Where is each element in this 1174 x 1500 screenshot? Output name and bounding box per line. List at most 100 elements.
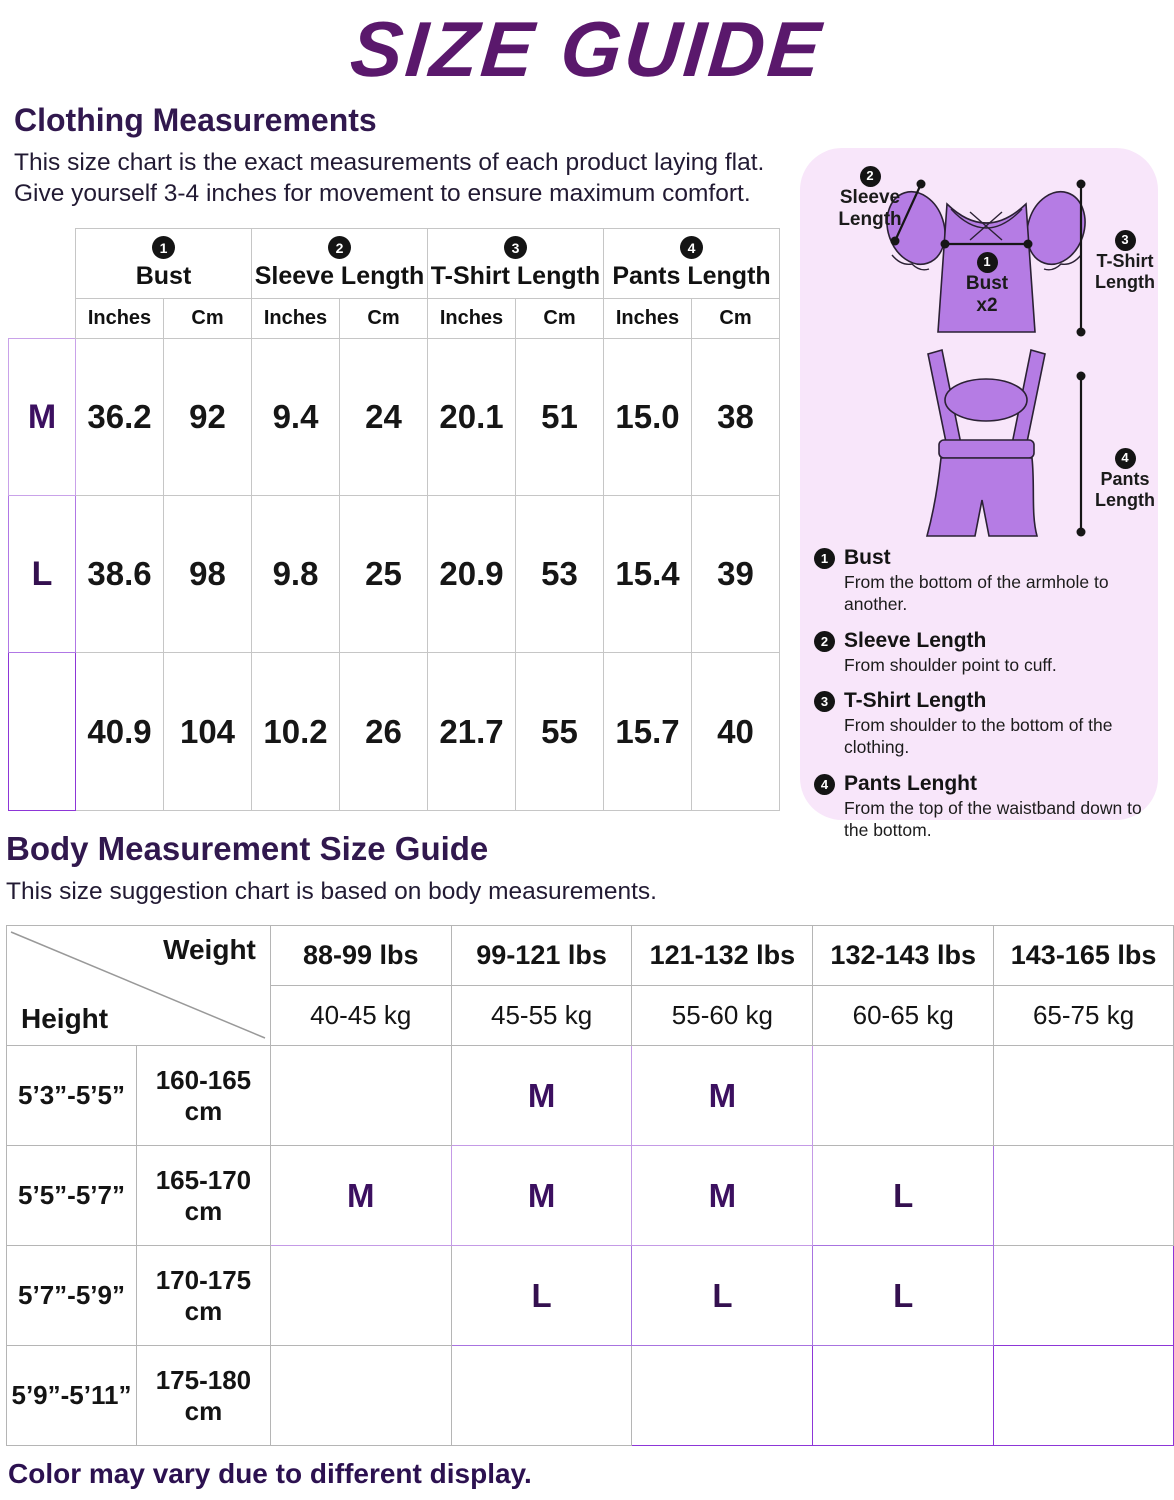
- circled-4-icon: 4: [814, 773, 835, 795]
- circled-2-icon: 2: [859, 165, 881, 187]
- column-label-tshirt-length: T-Shirt Length: [430, 262, 601, 290]
- legend-desc: From shoulder to the bottom of the cloth…: [844, 715, 1113, 758]
- size-cell: [993, 1145, 1174, 1246]
- size-cell: XL: [631, 1345, 814, 1446]
- column-group-sleeve-length: 2 Sleeve Length: [251, 228, 428, 299]
- size-cell: M: [269, 1145, 452, 1246]
- size-cell: L: [812, 1145, 995, 1246]
- circled-3-icon: 3: [504, 236, 527, 259]
- cell-value: 104: [163, 652, 252, 811]
- top-illustration: [886, 190, 1086, 333]
- size-cell: L: [631, 1245, 814, 1346]
- weight-header-lbs: 132-143 lbs: [812, 925, 995, 986]
- footer-note: Color may vary due to different display.: [8, 1458, 532, 1489]
- annotation-text: Length: [1095, 271, 1155, 292]
- size-cell: XL: [812, 1345, 995, 1446]
- column-group-bust: 1 Bust: [75, 228, 252, 299]
- unit-header: Cm: [691, 298, 780, 339]
- cell-value: 38: [691, 338, 780, 496]
- circled-1-icon: 1: [976, 251, 998, 273]
- corner-height-label: Height: [21, 1003, 109, 1034]
- weight-header-kg: 45-55 kg: [450, 985, 633, 1046]
- table-row-size-xl: XL 40.9 104 10.2 26 21.7 55 15.7 40: [8, 652, 780, 811]
- circled-2-icon: 2: [328, 236, 351, 259]
- unit-header: Inches: [603, 298, 692, 339]
- column-group-pants-length: 4 Pants Length: [603, 228, 780, 299]
- page-title: SIZE GUIDE: [347, 5, 827, 93]
- annotation-tshirt-length: 3 T-Shirt Length: [1094, 228, 1156, 292]
- sleeve-measure-line: [890, 179, 926, 246]
- table-row-height-4: 5’9”-5’11” 175-180 cm XL XL XL: [6, 1345, 1174, 1446]
- size-cell: M: [631, 1045, 814, 1146]
- clothing-desc-line2: Give yourself 3-4 inches for movement to…: [14, 180, 751, 207]
- corner-weight-label: Weight: [163, 934, 256, 965]
- cell-value: 20.9: [427, 495, 516, 653]
- table-row-height-2: 5’5”-5’7” 165-170 cm M M M L: [6, 1145, 1174, 1246]
- height-label-in: 5’9”-5’11”: [6, 1345, 137, 1446]
- legend-desc: From shoulder point to cuff.: [844, 654, 1057, 675]
- measurement-diagram-panel: 2 Sleeve Length 1 Bust x2 3 T-Shirt Leng…: [800, 148, 1158, 840]
- height-label-cm: 175-180 cm: [135, 1345, 271, 1446]
- legend-item-pants-length: 4 Pants Lenght From the top of the waist…: [814, 772, 1152, 842]
- annotation-text: Sleeve: [839, 186, 901, 208]
- weight-header-lbs: 121-132 lbs: [631, 925, 814, 986]
- weight-header-lbs: 99-121 lbs: [450, 925, 633, 986]
- annotation-text: Bust: [965, 272, 1009, 294]
- cell-value: 53: [515, 495, 604, 653]
- size-cell: [269, 1345, 452, 1446]
- circled-3-icon: 3: [1114, 229, 1136, 251]
- size-cell: M: [450, 1045, 633, 1146]
- unit-header: Inches: [251, 298, 340, 339]
- cell-value: 25: [339, 495, 428, 653]
- column-label-pants-length: Pants Length: [612, 262, 771, 290]
- clothing-table-corner: [9, 229, 76, 339]
- size-cell: [812, 1045, 995, 1146]
- shorts-illustration: [925, 348, 1046, 537]
- size-cell: XL: [993, 1345, 1174, 1446]
- height-label-in: 5’5”-5’7”: [6, 1145, 137, 1246]
- diagonal-divider: [10, 931, 266, 1039]
- cell-value: 38.6: [75, 495, 164, 653]
- weight-header-kg: 60-65 kg: [812, 985, 995, 1046]
- size-cell: XL: [993, 1245, 1174, 1346]
- size-cell: M: [631, 1145, 814, 1246]
- cell-value: 9.8: [251, 495, 340, 653]
- height-label-cm: 170-175 cm: [135, 1245, 271, 1346]
- weight-header-kg: 40-45 kg: [269, 985, 452, 1046]
- size-cell: L: [812, 1245, 995, 1346]
- circled-4-icon: 4: [1114, 447, 1136, 469]
- cell-value: 10.2: [251, 652, 340, 811]
- size-label-xl: XL: [8, 652, 76, 811]
- height-label-cm: 165-170 cm: [135, 1145, 271, 1246]
- annotation-sleeve-length: 2 Sleeve Length: [828, 164, 912, 231]
- clothing-section-desc: This size chart is the exact measurement…: [14, 147, 764, 209]
- size-cell: [450, 1345, 633, 1446]
- table-row-height-1: 5’3”-5’5” 160-165 cm M M: [6, 1045, 1174, 1146]
- circled-1-icon: 1: [152, 236, 175, 259]
- table-row-height-3: 5’7”-5’9” 170-175 cm L L L XL: [6, 1245, 1174, 1346]
- clothing-measurements-table: 1 Bust 2 Sleeve Length 3 T-Shirt Length …: [8, 228, 780, 811]
- measurement-legend: 1 Bust From the bottom of the armhole to…: [814, 546, 1152, 854]
- circled-4-icon: 4: [680, 236, 703, 259]
- clothing-desc-line1: This size chart is the exact measurement…: [14, 149, 765, 176]
- cell-value: 21.7: [427, 652, 516, 811]
- body-section-desc: This size suggestion chart is based on b…: [6, 878, 657, 905]
- body-measurement-table: Weight Height 88-99 lbs 99-121 lbs 121-1…: [6, 925, 1174, 1446]
- unit-header: Inches: [75, 298, 164, 339]
- column-label-sleeve-length: Sleeve Length: [254, 262, 425, 290]
- legend-item-tshirt-length: 3 T-Shirt Length From shoulder to the bo…: [814, 689, 1152, 759]
- legend-item-bust: 1 Bust From the bottom of the armhole to…: [814, 546, 1152, 616]
- annotation-text: T-Shirt: [1096, 250, 1154, 271]
- legend-title: Bust: [844, 546, 891, 569]
- height-label-in: 5’7”-5’9”: [6, 1245, 137, 1346]
- unit-header: Inches: [427, 298, 516, 339]
- column-group-tshirt-length: 3 T-Shirt Length: [427, 228, 604, 299]
- cell-value: 36.2: [75, 338, 164, 496]
- cell-value: 9.4: [251, 338, 340, 496]
- size-cell: [993, 1045, 1174, 1146]
- annotation-bust: 1 Bust x2: [950, 250, 1024, 317]
- table-row-size-m: M 36.2 92 9.4 24 20.1 51 15.0 38: [8, 338, 780, 496]
- height-label-in: 5’3”-5’5”: [6, 1045, 137, 1146]
- annotation-text: x2: [976, 294, 998, 316]
